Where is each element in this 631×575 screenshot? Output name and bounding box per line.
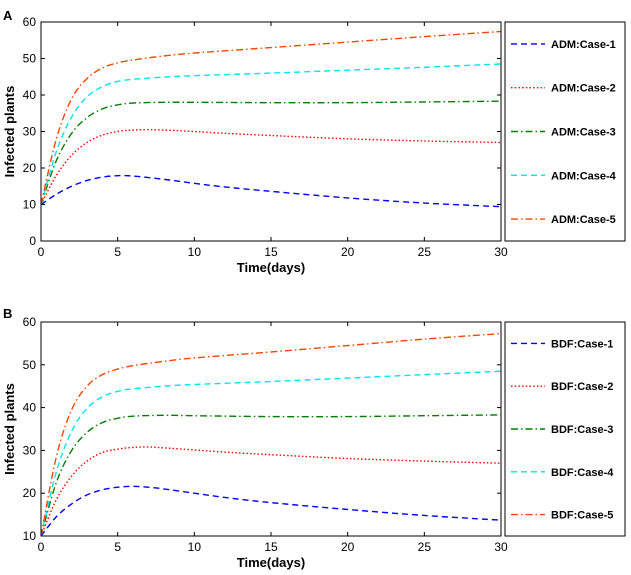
y-tick-label: 30 bbox=[23, 125, 37, 139]
x-tick-label: 10 bbox=[188, 540, 202, 554]
x-tick-label: 10 bbox=[188, 245, 202, 259]
y-tick-label: 40 bbox=[23, 401, 37, 415]
legend-label-case-2: ADM:Case-2 bbox=[551, 83, 616, 95]
legend-label-case-1: ADM:Case-1 bbox=[551, 39, 616, 51]
chart-panel-b: B 0 5 10 15 20 25 30 10 20 30 40 50 60 Time(days) Infec… bbox=[2, 306, 626, 570]
y-tick-label: 40 bbox=[23, 88, 37, 102]
chart-panel-a: A 0 5 10 15 20 25 30 0 10 20 30 40 50 60 Time(days) Infe… bbox=[2, 8, 626, 275]
y-tick-label: 60 bbox=[23, 315, 37, 329]
x-tick-label: 30 bbox=[494, 540, 508, 554]
x-tick-label: 25 bbox=[418, 245, 432, 259]
legend-label-case-2: BDF:Case-2 bbox=[551, 381, 613, 393]
legend-label-case-4: ADM:Case-4 bbox=[551, 170, 617, 182]
legend-label-case-1: BDF:Case-1 bbox=[551, 338, 613, 350]
y-tick-label: 50 bbox=[23, 52, 37, 66]
x-tick-label: 20 bbox=[341, 245, 355, 259]
series-line-case-3 bbox=[41, 414, 501, 536]
y-tick-label: 10 bbox=[23, 529, 37, 543]
x-tick-label: 15 bbox=[264, 245, 278, 259]
y-axis-label: Infected plants bbox=[2, 383, 17, 475]
panel-label: A bbox=[3, 8, 13, 23]
series-line-case-3 bbox=[41, 100, 501, 205]
y-tick-label: 20 bbox=[23, 486, 37, 500]
legend-label-case-5: BDF:Case-5 bbox=[551, 510, 613, 522]
y-tick-label: 50 bbox=[23, 358, 37, 372]
x-tick-label: 15 bbox=[264, 540, 278, 554]
series-line-case-4 bbox=[41, 63, 501, 205]
x-tick-label: 25 bbox=[418, 540, 432, 554]
y-tick-label: 60 bbox=[23, 15, 37, 29]
series-line-case-2 bbox=[41, 446, 501, 536]
x-tick-label: 30 bbox=[494, 245, 508, 259]
legend-box bbox=[504, 321, 626, 537]
y-tick-label: 30 bbox=[23, 443, 37, 457]
panel-label: B bbox=[3, 306, 12, 321]
x-tick-label: 20 bbox=[341, 540, 355, 554]
legend-label-case-3: BDF:Case-3 bbox=[551, 424, 613, 436]
series-line-case-5 bbox=[41, 30, 501, 205]
x-tick-label: 5 bbox=[114, 540, 121, 554]
y-tick-label: 0 bbox=[29, 234, 36, 248]
x-tick-label: 5 bbox=[114, 245, 121, 259]
x-axis-label: Time(days) bbox=[237, 555, 305, 570]
legend-box bbox=[504, 21, 626, 242]
series-line-case-1 bbox=[41, 174, 501, 208]
x-tick-label: 0 bbox=[38, 245, 45, 259]
series-line-case-1 bbox=[41, 485, 501, 536]
series-line-case-2 bbox=[41, 128, 501, 205]
legend-label-case-4: BDF:Case-4 bbox=[551, 467, 614, 479]
series-line-case-4 bbox=[41, 370, 501, 536]
series-line-case-5 bbox=[41, 332, 501, 536]
x-axis-label: Time(days) bbox=[237, 260, 305, 275]
y-axis-label: Infected plants bbox=[2, 86, 17, 178]
plot-frame bbox=[40, 21, 502, 242]
x-tick-label: 0 bbox=[38, 540, 45, 554]
y-tick-label: 20 bbox=[23, 161, 37, 175]
legend-label-case-5: ADM:Case-5 bbox=[551, 214, 616, 226]
y-tick-label: 10 bbox=[23, 198, 37, 212]
plot-frame bbox=[40, 321, 502, 537]
legend-label-case-3: ADM:Case-3 bbox=[551, 127, 616, 139]
